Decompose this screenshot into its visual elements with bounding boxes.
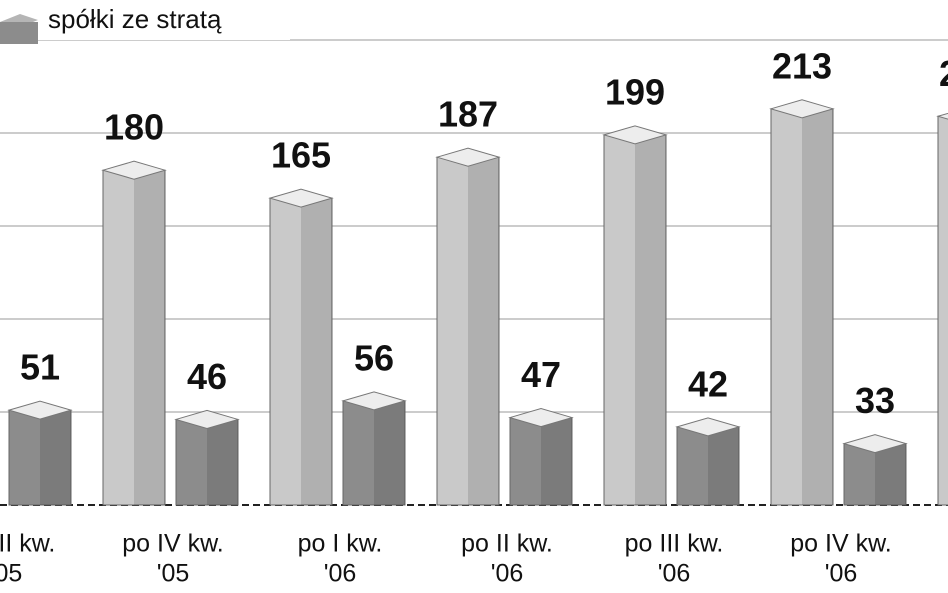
bar-shade [802,108,833,505]
x-tick-label: po IV kw. [790,530,891,558]
bar [603,134,667,506]
value-label: 165 [271,135,331,176]
bar-top [936,112,948,120]
value-label: 33 [855,380,895,421]
bar-shade [40,410,71,505]
legend-label: spółki ze stratą [48,4,222,34]
value-label: 199 [605,71,665,112]
x-tick-label: '06 [491,560,524,588]
legend-backdrop [0,0,290,40]
value-label: 46 [187,356,227,397]
value-label: 209 [939,53,948,94]
bar-top [268,188,334,208]
bar-shade [134,170,165,505]
value-label: 51 [20,347,60,388]
bar-shade [541,417,572,505]
value-label: 56 [354,337,394,378]
bar-top [174,409,240,429]
bar-top [769,99,835,119]
x-tick-label: po IV kw. [122,530,223,558]
bar [342,400,406,506]
value-label: 213 [772,45,832,86]
bar [269,197,333,506]
value-label: 42 [688,363,728,404]
x-tick-label: po I kw. [298,530,383,558]
bar-shade [635,134,666,506]
bar [436,156,500,506]
bar-shade [207,419,238,505]
x-tick-label: '06 [658,560,691,588]
x-tick-label: po III kw. [625,530,724,558]
bar-shade [374,400,405,505]
bar-top [341,391,407,411]
bar-shade [708,426,739,505]
bar-top [602,125,668,145]
bar-shade [875,443,906,505]
bar [8,409,72,506]
x-tick-label: '06 [324,560,357,588]
x-tick-label: po III kw. [0,530,55,558]
bar-top [842,434,908,454]
legend-icon [0,22,38,44]
value-label: 47 [521,354,561,395]
bar-top [101,160,167,180]
bar-shade [468,157,499,505]
x-tick-label: '06 [825,560,858,588]
value-label: 187 [438,94,498,135]
bar-top [675,417,741,437]
bar-top [7,400,73,420]
bar [102,169,166,506]
bar-top [508,408,574,428]
x-tick-label: po II kw. [461,530,553,558]
x-tick-label: '05 [0,560,22,588]
value-label: 180 [104,107,164,148]
bar [509,417,573,506]
bar [770,108,834,506]
bar-top [435,147,501,167]
x-tick-label: '05 [157,560,190,588]
bar [937,115,948,506]
bar-shade [301,198,332,505]
bar [843,443,907,506]
